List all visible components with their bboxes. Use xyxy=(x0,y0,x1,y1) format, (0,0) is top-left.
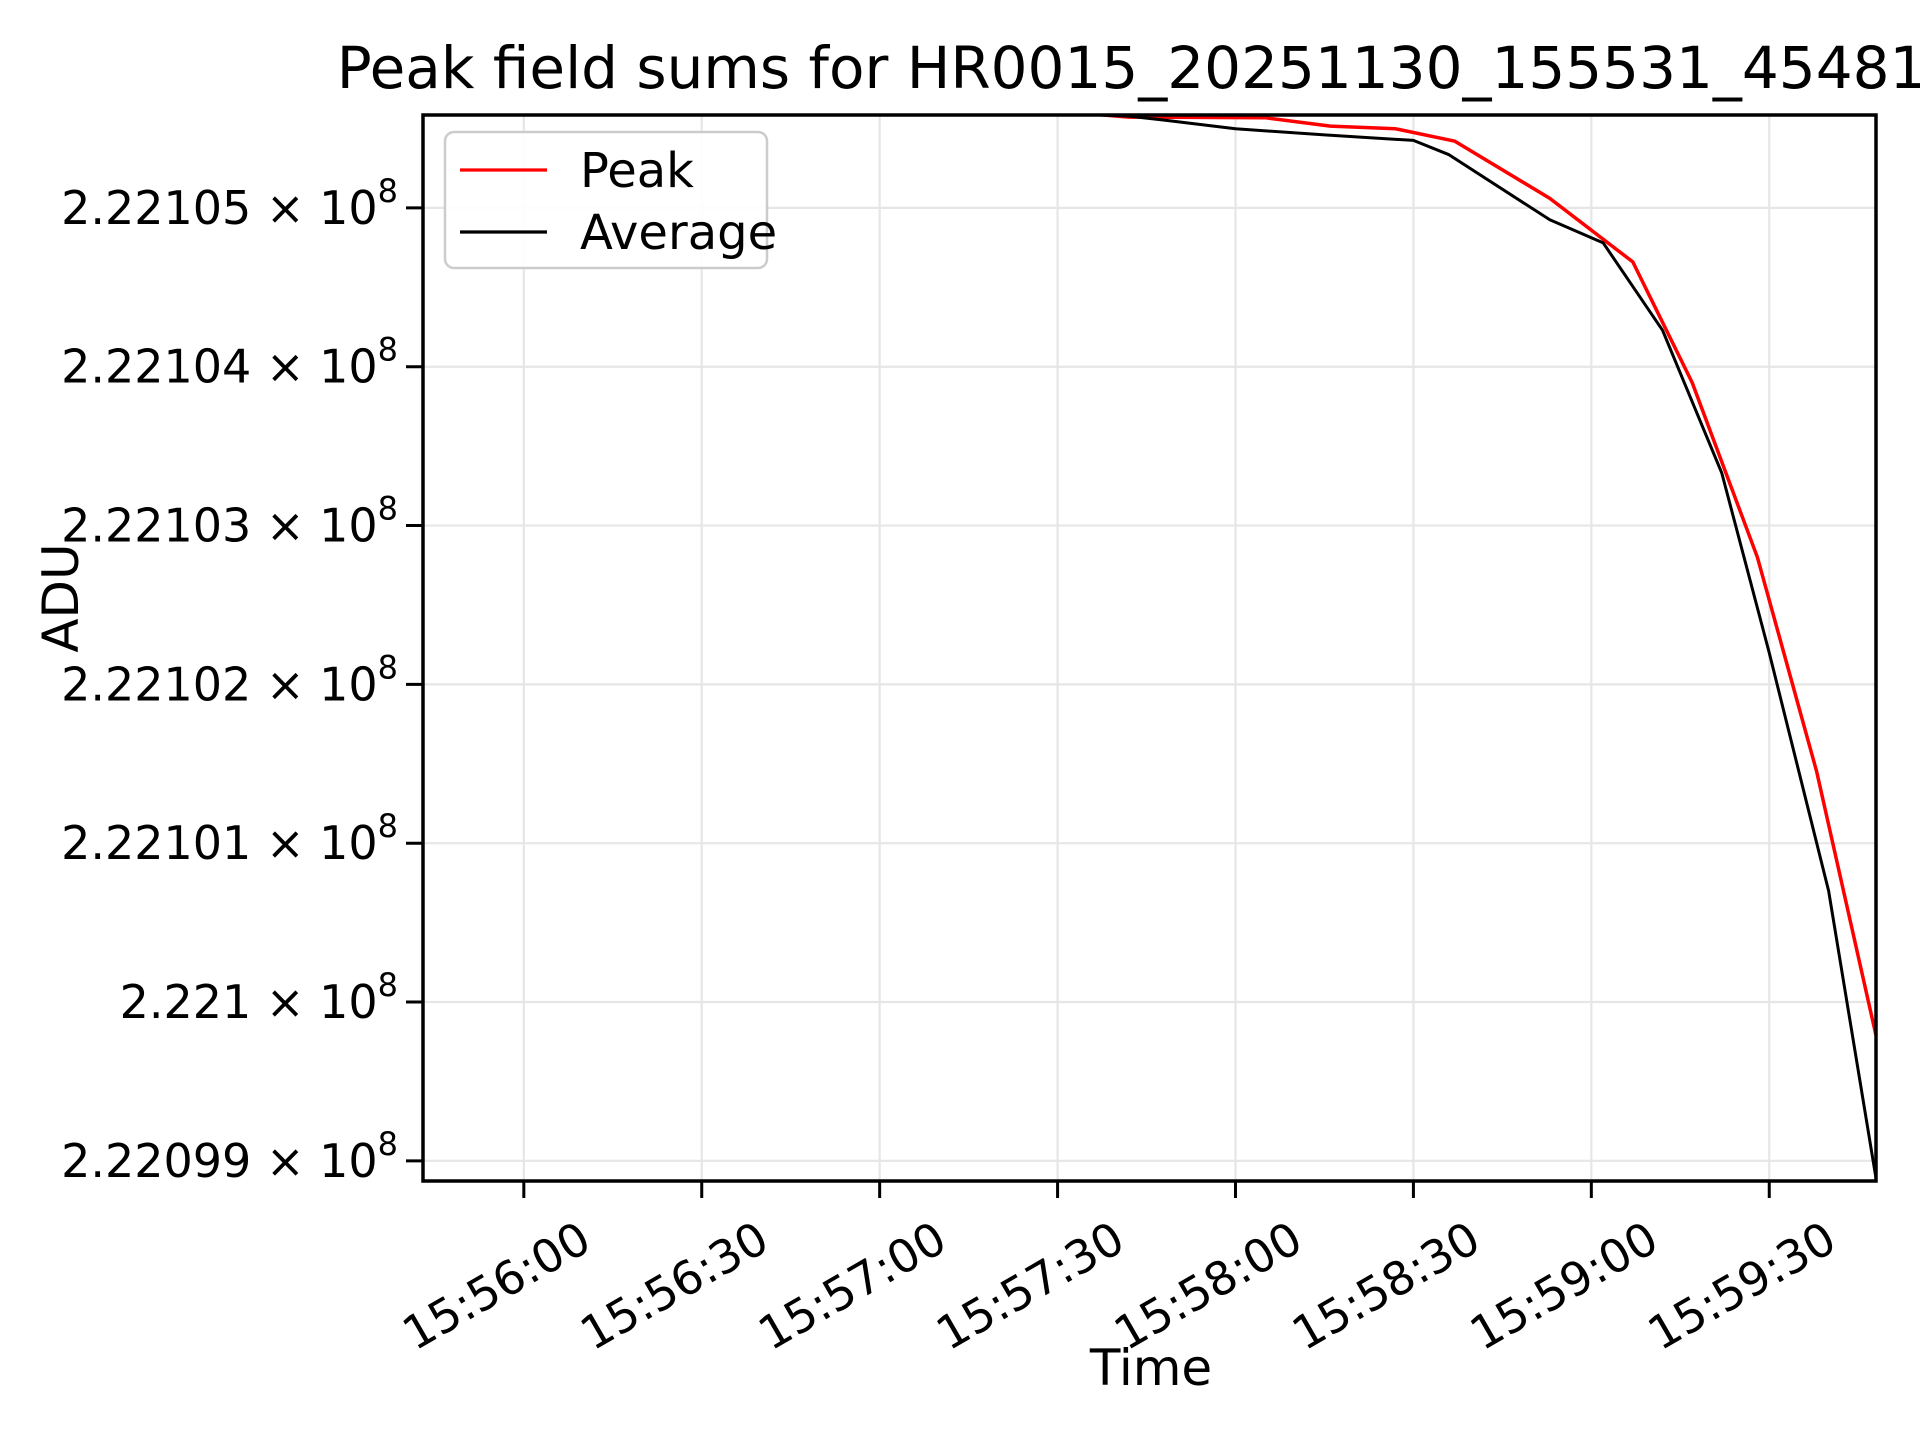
x-tick-label: 15:58:30 xyxy=(1283,1211,1489,1361)
y-tick-label: 2.22104 × 108 xyxy=(61,331,398,394)
x-tick-label: 15:59:30 xyxy=(1639,1211,1845,1361)
grid-lines xyxy=(423,115,1876,1181)
x-tick-label: 15:57:00 xyxy=(749,1211,955,1361)
y-tick-label: 2.22103 × 108 xyxy=(61,490,398,553)
x-tick-label: 15:56:00 xyxy=(393,1211,599,1361)
y-tick-label: 2.22101 × 108 xyxy=(61,807,398,870)
y-tick-label: 2.22105 × 108 xyxy=(61,172,398,235)
legend-entry-label: Average xyxy=(580,205,777,261)
y-axis-label: ADU xyxy=(32,543,90,652)
legend-entry-label: Peak xyxy=(580,143,694,199)
data-series xyxy=(1062,115,1876,1179)
legend-box xyxy=(443,130,769,270)
plot-area-border xyxy=(421,113,1878,1183)
series-line-average xyxy=(1062,115,1876,1179)
x-tick-label: 15:56:30 xyxy=(571,1211,777,1361)
x-axis-label: Time xyxy=(1089,1339,1212,1397)
y-tick-label: 2.22102 × 108 xyxy=(61,648,398,711)
y-tick-label: 2.221 × 108 xyxy=(120,966,398,1029)
legend: Peak Average xyxy=(443,130,777,270)
chart-title: Peak field sums for HR0015_20251130_1555… xyxy=(337,34,1920,102)
y-tick-label: 2.22099 × 108 xyxy=(61,1125,398,1188)
x-tick-label: 15:59:00 xyxy=(1461,1211,1667,1361)
